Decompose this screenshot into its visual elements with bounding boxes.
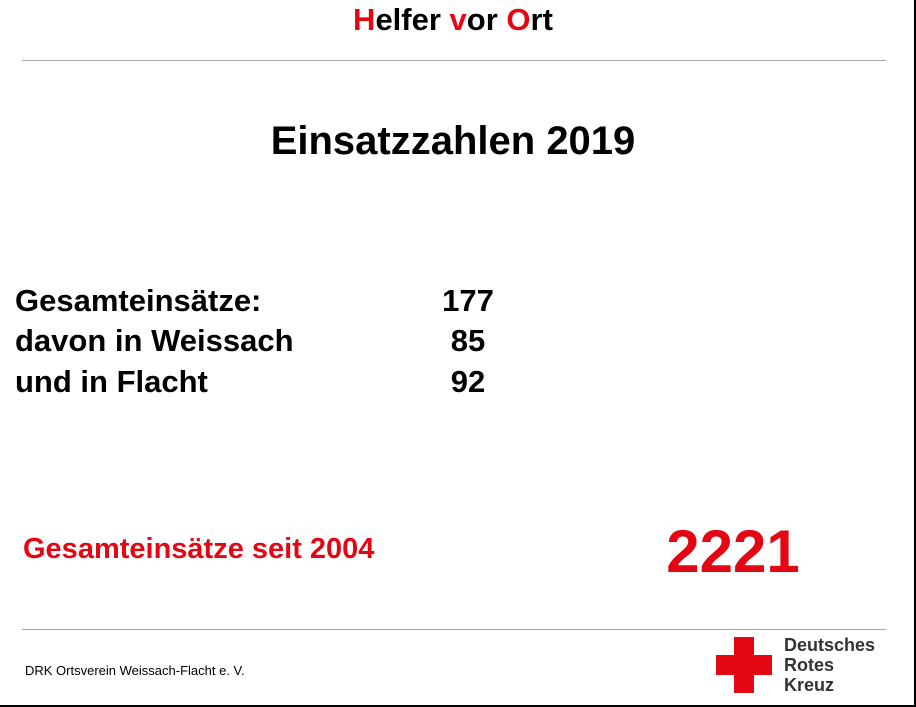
stat-label-flacht: und in Flacht: [15, 364, 208, 399]
total-since-label: Gesamteinsätze seit 2004: [23, 533, 375, 565]
header-title-part: or: [466, 2, 507, 37]
logo-line: Rotes: [784, 655, 835, 675]
stat-value-flacht: 92: [450, 364, 486, 399]
logo-line: Deutsches: [784, 635, 876, 655]
page-title: Einsatzzahlen 2019: [270, 119, 636, 163]
header-title-part: v: [449, 2, 467, 37]
header-title-part: rt: [530, 2, 553, 37]
header-title-part: elfer: [375, 2, 450, 37]
stat-label-weissach: davon in Weissach: [15, 323, 294, 358]
header-title: Helfer vor Ort: [0, 2, 906, 38]
red-cross-icon: [716, 637, 772, 693]
footer-divider: [22, 629, 886, 630]
drk-logo: Deutsches Rotes Kreuz: [716, 634, 896, 695]
logo-wordmark: Deutsches Rotes Kreuz: [784, 635, 875, 695]
header-divider: [22, 60, 886, 61]
total-since-value: 2221: [666, 518, 800, 585]
header-title-part: H: [353, 2, 376, 37]
stat-value-total: 177: [442, 283, 494, 318]
stat-label-total: Gesamteinsätze:: [15, 283, 262, 318]
footer-organization: DRK Ortsverein Weissach-Flacht e. V.: [25, 663, 245, 678]
header-title-part: O: [506, 2, 531, 37]
logo-line: Kreuz: [784, 675, 835, 695]
stat-value-weissach: 85: [450, 323, 486, 358]
